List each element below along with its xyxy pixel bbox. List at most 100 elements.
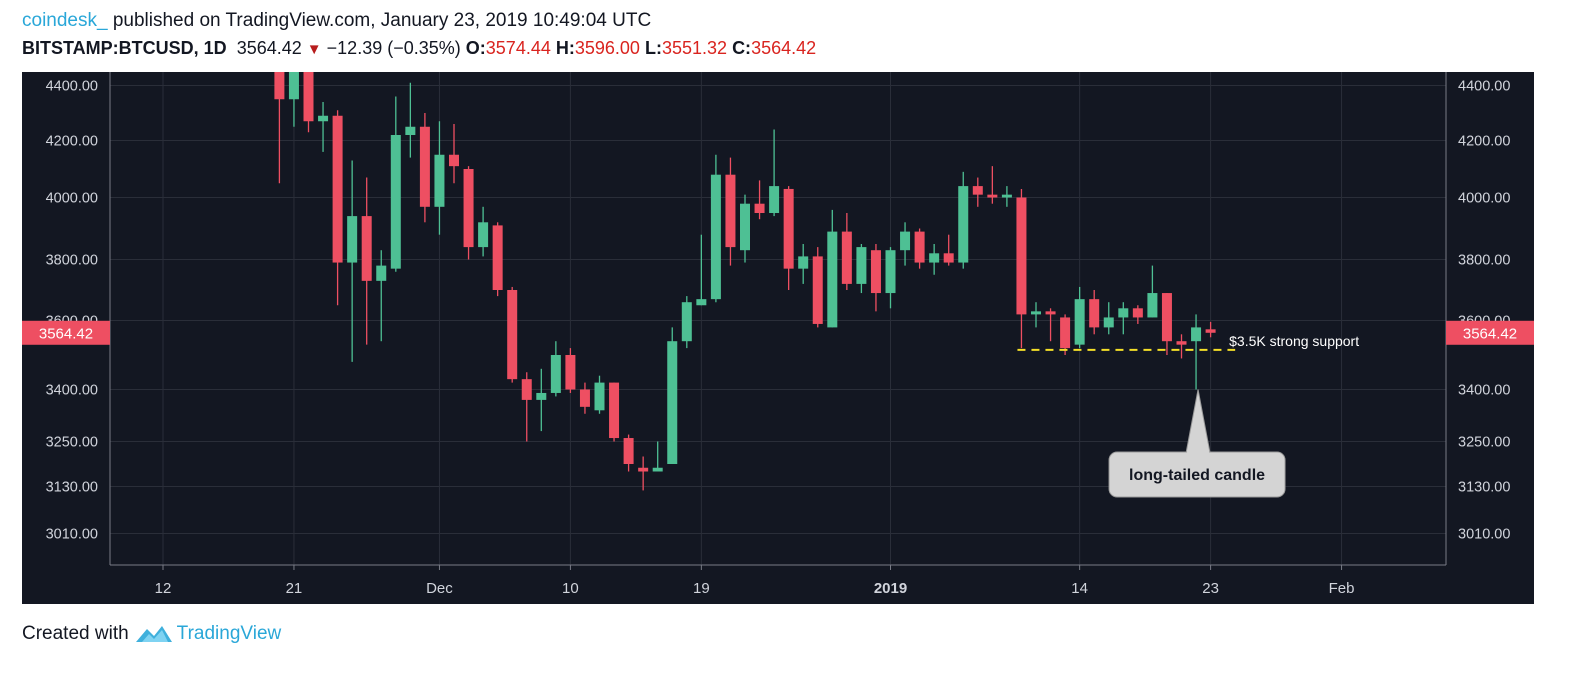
candle-body [536,392,547,400]
low-value: 3551.32 [661,38,728,58]
published-text: published on TradingView.com, January 23… [107,10,652,31]
last-price: 3564.42 [236,38,302,58]
candle-body [958,186,969,263]
candle-body [929,253,940,263]
candle-body [303,63,314,122]
candle-body [347,216,358,263]
last-price-tag-left [22,320,110,345]
candle-body [885,250,896,294]
candle-body [361,216,372,281]
candle-body [390,135,401,269]
chart-area[interactable]: $3.5K strong support long-tailed candle 3… [22,0,1534,604]
candle-body [696,299,707,306]
close-label: C: [732,38,752,58]
y-tick-label-left: 3130.00 [46,480,98,496]
last-price-tag-right [1446,320,1534,345]
candle-body [1132,308,1143,318]
low-label: L: [644,38,662,58]
y-tick-label-right: 4200.00 [1458,134,1510,150]
candle-body [1001,194,1012,198]
candle-body [754,203,765,213]
last-price-tag-left-text: 3564.42 [39,325,93,342]
candle-body [827,231,838,328]
created-with-text: Created with [22,623,129,644]
candle-body [870,250,881,294]
candle-body [376,265,387,281]
candle-body [914,231,925,263]
candle-body [900,231,911,251]
candle-body [740,203,750,251]
y-tick-label-left: 3250.00 [46,435,98,451]
candle-body [1074,299,1085,345]
callout-text: long-tailed candle [1129,467,1265,484]
callout-pointer [1185,389,1211,454]
candle-body [478,222,489,248]
candle-body [463,169,474,248]
candle-body [769,186,780,213]
candle-body [652,467,663,472]
candle-body [667,341,678,464]
candle-body [1118,308,1129,318]
y-tick-label-left: 4000.00 [46,191,98,207]
candle-body [288,63,299,100]
candle-body [550,355,561,393]
x-tick-label: 14 [1071,580,1088,597]
candle-body [449,154,459,167]
candle-body [579,389,590,407]
callout-joint [1187,451,1210,455]
y-tick-label-left: 4200.00 [46,134,98,150]
candle-body [565,355,576,390]
candle-body [434,154,445,207]
candle-body [318,115,329,122]
y-tick-label-right: 3130.00 [1458,480,1510,496]
candlestick-chart[interactable]: $3.5K strong support long-tailed candle 3… [22,0,1534,604]
candle-body [710,174,721,300]
candle-body [609,382,620,439]
tradingview-brand[interactable]: TradingView [176,623,282,644]
x-tick-label: 23 [1202,580,1219,597]
candle-body [594,382,605,411]
candle-body [725,174,736,248]
x-tick-label: 2019 [874,580,907,597]
price-change: −12.39 (−0.35%) [326,38,461,58]
publish-line: coindesk_ published on TradingView.com, … [22,10,651,32]
publisher-name[interactable]: coindesk_ [22,10,108,31]
candle-body [419,126,430,207]
candle-body [856,247,867,284]
candle-body [1161,293,1172,342]
y-tick-label-left: 3010.00 [46,527,98,543]
support-label: $3.5K strong support [1229,333,1359,349]
high-value: 3596.00 [574,38,640,58]
candle-body [1016,197,1027,315]
candle-body [1176,341,1187,345]
candle-body [1060,317,1071,349]
x-tick-label: 10 [562,580,579,597]
candle-body [638,467,649,472]
candle-body [492,225,503,290]
x-tick-label: 12 [155,580,172,597]
candle-body [1031,311,1041,315]
y-tick-label-left: 3400.00 [46,383,98,399]
candle-body [507,290,518,380]
candle-body [841,231,852,284]
tradingview-logo-icon [135,626,172,642]
candle-body [405,126,416,135]
candle-body [1205,329,1216,333]
candle-body [1147,293,1158,318]
candle-body [1045,311,1056,315]
candle-body [972,186,983,195]
open-value: 3574.44 [485,38,551,58]
x-tick-label: 19 [693,580,710,597]
close-value: 3564.42 [751,38,817,58]
symbol-name: BITSTAMP:BTCUSD, 1D [22,38,227,58]
open-label: O: [465,38,486,58]
footer: Created with TradingView [22,622,281,646]
candle-body [987,194,998,198]
y-tick-label-right: 3400.00 [1458,383,1510,399]
candle-body [1089,299,1100,328]
candle-body [812,256,823,324]
candle-body [1103,317,1114,328]
y-tick-label-right: 4400.00 [1458,79,1510,95]
candle-body [1191,327,1202,342]
candle-body [798,256,809,269]
